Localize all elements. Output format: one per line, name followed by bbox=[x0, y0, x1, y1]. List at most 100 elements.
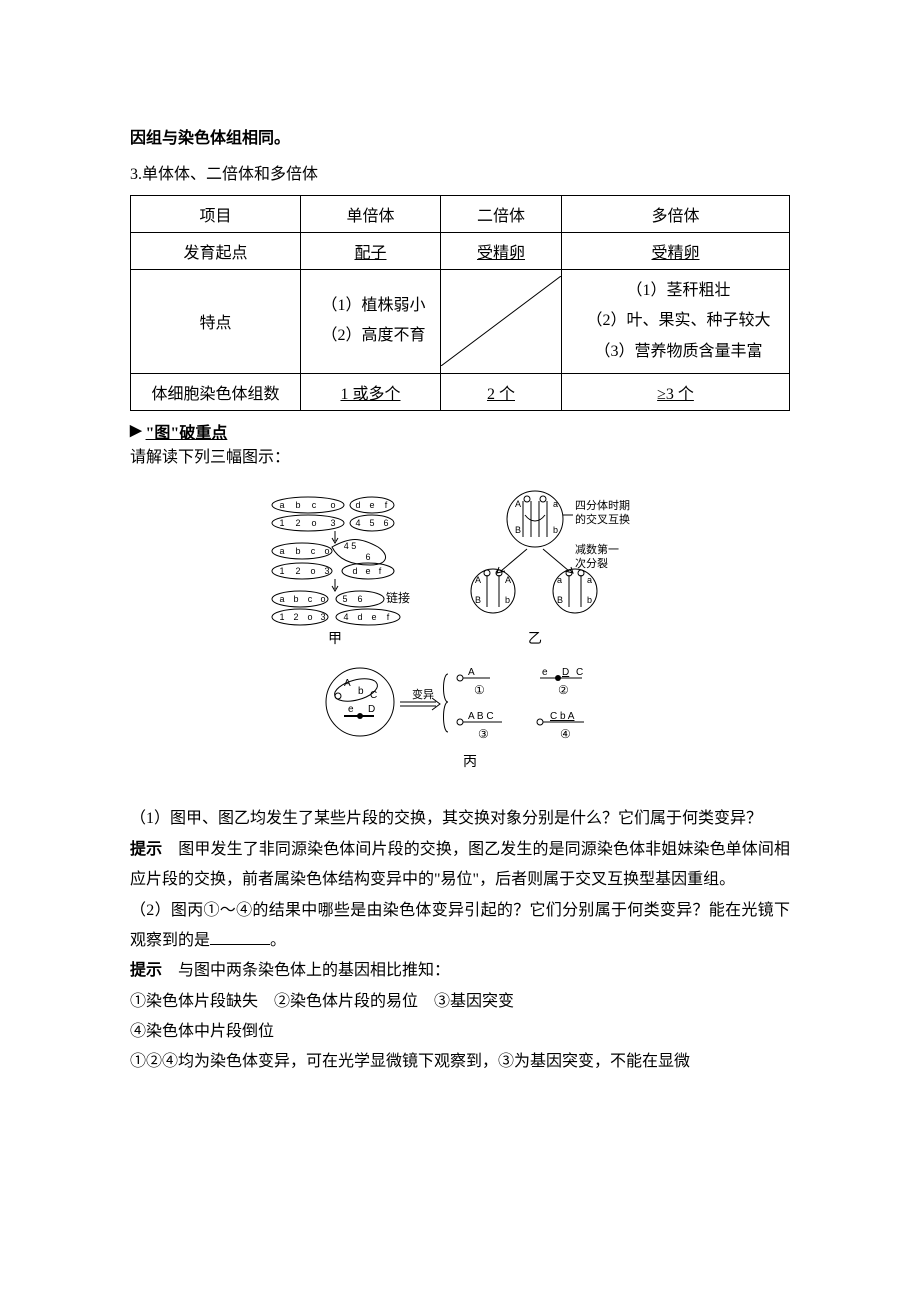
svg-text:b: b bbox=[295, 546, 300, 556]
cell-r2c2: 配子 bbox=[301, 232, 441, 269]
cell-r2c4: 受精卵 bbox=[562, 232, 790, 269]
cell-r4c3: 2 个 bbox=[441, 373, 562, 410]
answer-1: 提示 图甲发生了非同源染色体间片段的交换，图乙发生的是同源染色体非姐妹染色单体间… bbox=[130, 835, 790, 896]
svg-text:a: a bbox=[557, 575, 562, 585]
svg-text:e: e bbox=[348, 704, 354, 715]
answer-2-line1: ①染色体片段缺失 ②染色体片段的易位 ③基因突变 bbox=[130, 987, 790, 1017]
svg-text:变异: 变异 bbox=[412, 687, 434, 701]
cell-r3c1: 特点 bbox=[131, 269, 301, 373]
svg-text:A: A bbox=[475, 575, 481, 585]
q2-part-b: 。 bbox=[270, 932, 286, 949]
hint-label: 提示 bbox=[130, 962, 162, 979]
svg-text:d: d bbox=[357, 612, 362, 622]
blank-line bbox=[210, 931, 270, 945]
cell-r2c1: 发育起点 bbox=[131, 232, 301, 269]
svg-text:f: f bbox=[379, 566, 382, 576]
svg-text:6: 6 bbox=[383, 518, 388, 528]
answer-2-line2: ④染色体中片段倒位 bbox=[130, 1017, 790, 1047]
svg-text:a: a bbox=[553, 499, 558, 509]
table-row: 特点 （1）植株弱小（2）高度不育 （1）茎秆粗壮（2）叶、果实、种子较大（3）… bbox=[131, 269, 790, 373]
intro-heading: 因组与染色体组相同。 bbox=[130, 124, 790, 154]
svg-text:减数第一: 减数第一 bbox=[575, 542, 619, 556]
hint-label: 提示 bbox=[130, 841, 162, 858]
svg-text:1: 1 bbox=[279, 518, 284, 528]
svg-text:d: d bbox=[352, 566, 357, 576]
svg-text:2: 2 bbox=[295, 566, 300, 576]
svg-text:o: o bbox=[324, 546, 329, 556]
cell-r4c4: ≥3 个 bbox=[562, 373, 790, 410]
svg-text:四分体时期: 四分体时期 bbox=[575, 498, 630, 512]
svg-text:A B C: A B C bbox=[468, 711, 494, 722]
svg-text:A: A bbox=[515, 499, 521, 509]
answer-2-body: 与图中两条染色体上的基因相比推知： bbox=[162, 962, 450, 979]
svg-text:o: o bbox=[310, 566, 315, 576]
question-2: （2）图丙①～④的结果中哪些是由染色体变异引起的？它们分别属于何类变异？能在光镜… bbox=[130, 896, 790, 957]
cell-h2: 单倍体 bbox=[301, 195, 441, 232]
svg-text:c: c bbox=[312, 500, 317, 510]
svg-text:f: f bbox=[385, 500, 388, 510]
cell-r2c3: 受精卵 bbox=[441, 232, 562, 269]
svg-text:A: A bbox=[344, 678, 351, 689]
answer-1-body: 图甲发生了非同源染色体间片段的交换，图乙发生的是同源染色体非姐妹染色单体间相应片… bbox=[130, 841, 790, 888]
svg-text:a: a bbox=[279, 500, 284, 510]
diagonal-icon bbox=[441, 276, 561, 366]
cell-h1: 项目 bbox=[131, 195, 301, 232]
answer-2-line3: ①②④均为染色体变异，可在光学显微镜下观察到，③为基因突变，不能在显微 bbox=[130, 1047, 790, 1077]
document-page: 因组与染色体组相同。 3.单体体、二倍体和多倍体 项目 单倍体 二倍体 多倍体 … bbox=[0, 0, 920, 1302]
svg-text:③: ③ bbox=[478, 727, 489, 741]
svg-text:b: b bbox=[587, 595, 592, 605]
svg-text:a: a bbox=[279, 546, 284, 556]
svg-text:f: f bbox=[387, 612, 390, 622]
svg-text:e: e bbox=[371, 612, 376, 622]
svg-text:o: o bbox=[307, 612, 312, 622]
svg-text:6: 6 bbox=[357, 594, 362, 604]
svg-text:D: D bbox=[368, 704, 375, 715]
svg-text:b: b bbox=[505, 595, 510, 605]
instruction-text: 请解读下列三幅图示： bbox=[130, 443, 790, 473]
svg-text:C: C bbox=[576, 667, 583, 678]
cell-r3c4: （1）茎秆粗壮（2）叶、果实、种子较大（3）营养物质含量丰富 bbox=[562, 269, 790, 373]
svg-text:D: D bbox=[562, 667, 569, 678]
svg-text:e: e bbox=[542, 667, 548, 678]
svg-text:b: b bbox=[293, 594, 298, 604]
svg-text:4: 4 bbox=[343, 612, 348, 622]
section-3-heading: 3.单体体、二倍体和多倍体 bbox=[130, 160, 790, 190]
svg-text:甲: 甲 bbox=[328, 630, 342, 646]
svg-text:②: ② bbox=[558, 683, 569, 697]
svg-text:丙: 丙 bbox=[463, 753, 477, 769]
svg-text:b: b bbox=[295, 500, 300, 510]
svg-text:o: o bbox=[311, 518, 316, 528]
keypoint-heading: ▶ "图"破重点 bbox=[130, 419, 790, 443]
cell-r3c2: （1）植株弱小（2）高度不育 bbox=[301, 269, 441, 373]
svg-text:C: C bbox=[370, 690, 377, 701]
svg-text:6: 6 bbox=[365, 552, 370, 562]
svg-text:e: e bbox=[365, 566, 370, 576]
svg-text:b: b bbox=[553, 525, 558, 535]
cell-r3c3-diagonal bbox=[441, 269, 562, 373]
table-row: 体细胞染色体组数 1 或多个 2 个 ≥3 个 bbox=[131, 373, 790, 410]
svg-text:5: 5 bbox=[369, 518, 374, 528]
svg-text:1: 1 bbox=[279, 566, 284, 576]
svg-text:b: b bbox=[358, 686, 364, 697]
cell-h3: 二倍体 bbox=[441, 195, 562, 232]
question-1: （1）图甲、图乙均发生了某些片段的交换，其交换对象分别是什么？它们属于何类变异？ bbox=[130, 804, 790, 834]
svg-text:o: o bbox=[330, 500, 335, 510]
cell-h4: 多倍体 bbox=[562, 195, 790, 232]
svg-text:A: A bbox=[505, 575, 511, 585]
svg-text:3: 3 bbox=[320, 612, 325, 622]
cell-r4c2: 1 或多个 bbox=[301, 373, 441, 410]
svg-text:a: a bbox=[587, 575, 592, 585]
svg-text:乙: 乙 bbox=[528, 630, 542, 646]
svg-text:5: 5 bbox=[342, 594, 347, 604]
svg-text:的交叉互换: 的交叉互换 bbox=[575, 512, 630, 526]
svg-text:4: 4 bbox=[355, 518, 360, 528]
keypoint-label: "图"破重点 bbox=[146, 419, 228, 443]
svg-text:2: 2 bbox=[295, 518, 300, 528]
svg-text:3: 3 bbox=[330, 518, 335, 528]
ploidy-table: 项目 单倍体 二倍体 多倍体 发育起点 配子 受精卵 受精卵 特点 （1）植株弱… bbox=[130, 195, 790, 411]
svg-text:c: c bbox=[311, 546, 316, 556]
svg-text:a: a bbox=[279, 594, 284, 604]
svg-text:1: 1 bbox=[279, 612, 284, 622]
svg-text:链接: 链接 bbox=[386, 590, 410, 605]
svg-text:4 5: 4 5 bbox=[344, 541, 357, 551]
